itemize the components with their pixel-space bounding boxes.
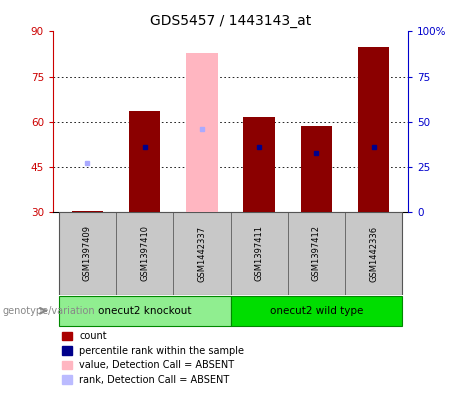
Text: GSM1397411: GSM1397411 bbox=[254, 226, 264, 281]
Bar bbox=[186, 53, 218, 212]
Text: onecut2 wild type: onecut2 wild type bbox=[270, 306, 363, 316]
Text: GDS5457 / 1443143_at: GDS5457 / 1443143_at bbox=[150, 14, 311, 28]
Bar bbox=[288, 212, 345, 295]
Text: GSM1397410: GSM1397410 bbox=[140, 226, 149, 281]
Text: genotype/variation: genotype/variation bbox=[2, 306, 95, 316]
Bar bbox=[230, 212, 288, 295]
Text: onecut2 knockout: onecut2 knockout bbox=[98, 306, 191, 316]
Bar bbox=[173, 212, 230, 295]
Bar bbox=[116, 212, 173, 295]
Bar bbox=[345, 212, 402, 295]
Text: count: count bbox=[79, 331, 107, 341]
Bar bbox=[59, 212, 116, 295]
Text: GSM1442336: GSM1442336 bbox=[369, 226, 378, 281]
Bar bbox=[129, 111, 160, 212]
Text: value, Detection Call = ABSENT: value, Detection Call = ABSENT bbox=[79, 360, 234, 370]
Bar bbox=[71, 211, 103, 212]
Text: GSM1442337: GSM1442337 bbox=[197, 226, 207, 281]
Text: rank, Detection Call = ABSENT: rank, Detection Call = ABSENT bbox=[79, 375, 230, 385]
Text: GSM1397409: GSM1397409 bbox=[83, 226, 92, 281]
Bar bbox=[243, 117, 275, 212]
Bar bbox=[59, 296, 230, 327]
Bar bbox=[301, 127, 332, 212]
Text: GSM1397412: GSM1397412 bbox=[312, 226, 321, 281]
Text: percentile rank within the sample: percentile rank within the sample bbox=[79, 345, 244, 356]
Bar bbox=[230, 296, 402, 327]
Bar bbox=[358, 46, 390, 212]
